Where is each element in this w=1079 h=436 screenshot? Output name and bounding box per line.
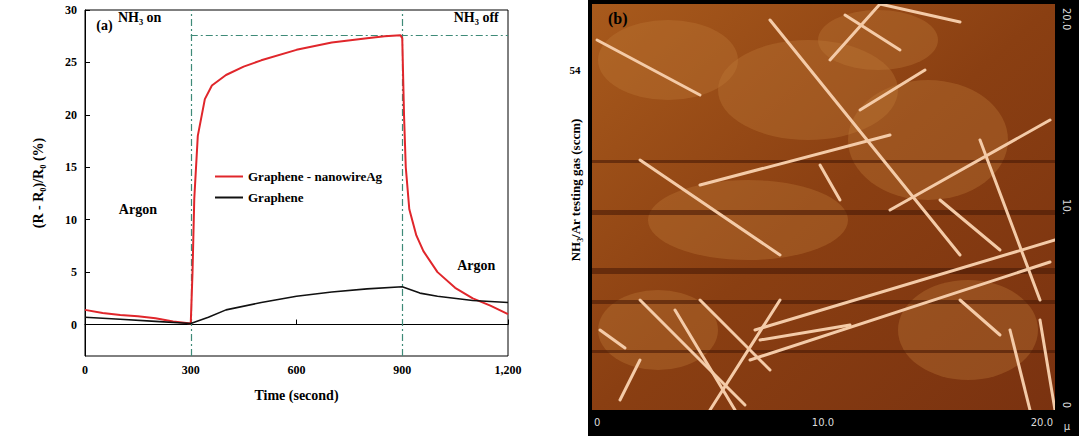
svg-text:20.0: 20.0 xyxy=(1061,8,1072,30)
svg-text:0: 0 xyxy=(594,417,600,428)
svg-text:0: 0 xyxy=(1061,402,1072,408)
svg-text:(a): (a) xyxy=(96,18,113,34)
svg-text:NH₃ off: NH₃ off xyxy=(454,10,499,25)
svg-text:0: 0 xyxy=(71,318,77,332)
svg-text:300: 300 xyxy=(182,363,200,377)
svg-text:900: 900 xyxy=(393,363,411,377)
svg-text:NH₃/Ar testing gas (sccm): NH₃/Ar testing gas (sccm) xyxy=(568,119,583,262)
svg-text:NH₃ on: NH₃ on xyxy=(118,10,162,25)
svg-text:10.0: 10.0 xyxy=(812,417,834,428)
svg-text:Argon: Argon xyxy=(457,258,495,273)
svg-text:Time (second): Time (second) xyxy=(254,388,338,404)
svg-text:(b): (b) xyxy=(608,10,628,28)
svg-text:5: 5 xyxy=(71,265,77,279)
svg-text:(R - R₀)/R₀ (%): (R - R₀)/R₀ (%) xyxy=(31,137,47,228)
svg-text:30: 30 xyxy=(65,3,77,17)
svg-text:10: 10 xyxy=(65,213,77,227)
svg-text:µ: µ xyxy=(1064,421,1071,432)
svg-text:20: 20 xyxy=(65,108,77,122)
svg-text:Graphene: Graphene xyxy=(248,190,304,205)
svg-text:10.: 10. xyxy=(1061,199,1072,215)
svg-text:0: 0 xyxy=(82,363,88,377)
svg-text:20.0: 20.0 xyxy=(1031,417,1053,428)
svg-text:Argon: Argon xyxy=(119,202,157,217)
svg-text:600: 600 xyxy=(288,363,306,377)
svg-text:1,200: 1,200 xyxy=(495,363,522,377)
svg-text:54: 54 xyxy=(570,64,582,76)
svg-text:25: 25 xyxy=(65,55,77,69)
svg-text:15: 15 xyxy=(65,160,77,174)
svg-text:Graphene - nanowireAg: Graphene - nanowireAg xyxy=(248,169,383,184)
